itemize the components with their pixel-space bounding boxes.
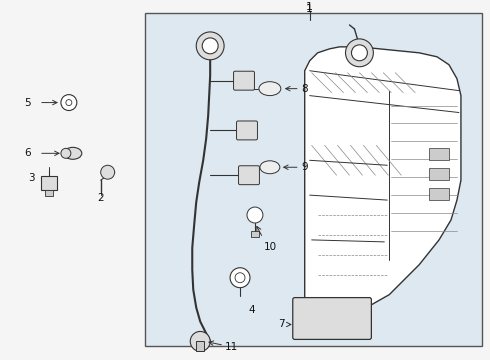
Circle shape [235,273,245,283]
Circle shape [230,268,250,288]
Text: 2: 2 [98,193,104,203]
Circle shape [101,165,115,179]
Bar [45,190,53,196]
Polygon shape [305,47,461,321]
FancyBboxPatch shape [293,298,371,339]
Circle shape [202,38,218,54]
FancyBboxPatch shape [239,166,259,185]
Bar [41,176,57,190]
Text: 6: 6 [24,148,31,158]
Bar [251,231,259,237]
Circle shape [61,95,77,111]
Circle shape [196,32,224,60]
Text: 4: 4 [248,305,255,315]
Text: 11: 11 [225,342,238,352]
Circle shape [190,332,210,351]
Bar [196,341,204,351]
Text: 3: 3 [28,173,34,183]
Circle shape [247,207,263,223]
Text: 9: 9 [302,162,308,172]
Ellipse shape [64,147,82,159]
Text: 5: 5 [24,98,31,108]
Text: 1: 1 [306,4,313,14]
Bar [429,148,449,160]
Circle shape [351,45,368,61]
Ellipse shape [259,82,281,96]
FancyBboxPatch shape [237,121,257,140]
Circle shape [66,100,72,105]
Text: 10: 10 [263,242,276,252]
Circle shape [61,148,71,158]
Text: 1: 1 [306,2,313,12]
Text: 8: 8 [302,84,308,94]
Bar [429,168,449,180]
FancyBboxPatch shape [234,71,254,90]
Text: 7: 7 [278,319,285,329]
Ellipse shape [260,161,280,174]
Bar [146,13,482,346]
Circle shape [345,39,373,67]
Bar [429,188,449,200]
